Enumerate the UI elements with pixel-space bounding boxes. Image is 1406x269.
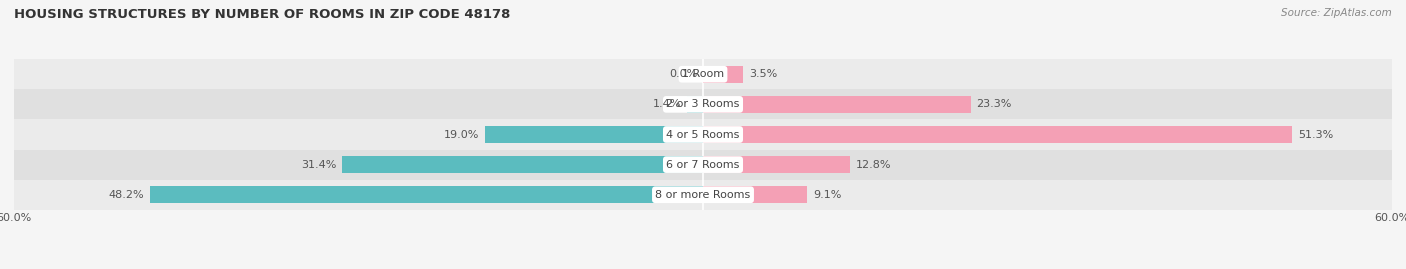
Bar [14, 59, 1392, 89]
Bar [149, 186, 703, 203]
Bar [14, 89, 1392, 119]
Bar [703, 126, 1292, 143]
Bar [703, 96, 970, 113]
Text: 0.0%: 0.0% [669, 69, 697, 79]
Text: Source: ZipAtlas.com: Source: ZipAtlas.com [1281, 8, 1392, 18]
Bar [14, 119, 1392, 150]
Text: 2 or 3 Rooms: 2 or 3 Rooms [666, 99, 740, 109]
Text: 23.3%: 23.3% [976, 99, 1012, 109]
Text: HOUSING STRUCTURES BY NUMBER OF ROOMS IN ZIP CODE 48178: HOUSING STRUCTURES BY NUMBER OF ROOMS IN… [14, 8, 510, 21]
Text: 8 or more Rooms: 8 or more Rooms [655, 190, 751, 200]
Text: 48.2%: 48.2% [108, 190, 143, 200]
Bar [703, 156, 851, 173]
Text: 31.4%: 31.4% [301, 160, 336, 170]
Text: 4 or 5 Rooms: 4 or 5 Rooms [666, 129, 740, 140]
Bar [703, 66, 744, 83]
Text: 1 Room: 1 Room [682, 69, 724, 79]
Bar [14, 150, 1392, 180]
Bar [703, 186, 807, 203]
Text: 1.4%: 1.4% [652, 99, 681, 109]
Bar [343, 156, 703, 173]
Text: 6 or 7 Rooms: 6 or 7 Rooms [666, 160, 740, 170]
Text: 12.8%: 12.8% [856, 160, 891, 170]
Text: 19.0%: 19.0% [444, 129, 479, 140]
Bar [485, 126, 703, 143]
Bar [688, 96, 703, 113]
Text: 3.5%: 3.5% [749, 69, 778, 79]
Bar [14, 180, 1392, 210]
Text: 51.3%: 51.3% [1298, 129, 1333, 140]
Text: 9.1%: 9.1% [813, 190, 842, 200]
